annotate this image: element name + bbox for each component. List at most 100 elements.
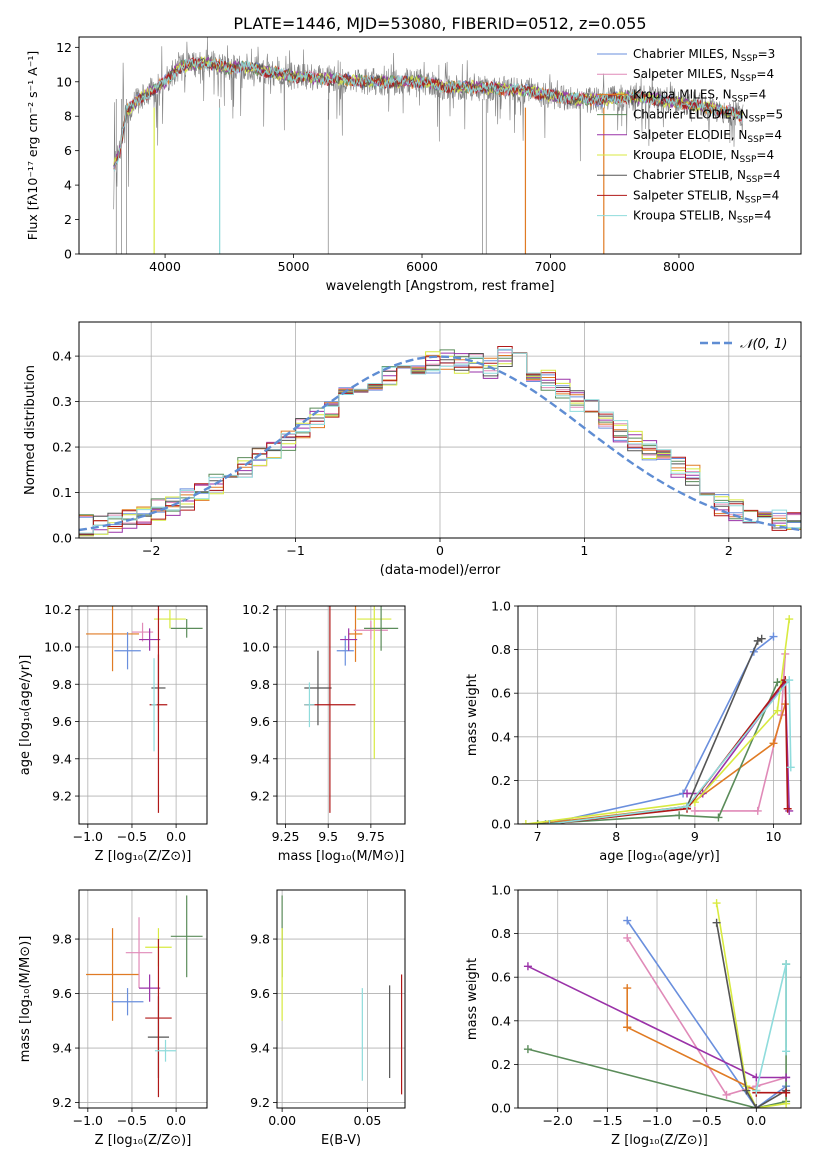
errorbar-point-km xyxy=(86,606,140,672)
y-tick-label: 0.4 xyxy=(491,1013,511,1028)
series-km xyxy=(533,700,790,824)
plot-area xyxy=(281,895,403,1095)
y-tick-label: 2 xyxy=(64,212,72,227)
series-line xyxy=(755,963,787,1091)
axis-ticks: −2 −1 0 1 2 0.0 0.1 0.2 0.3 0.4 xyxy=(52,349,733,558)
plot-area xyxy=(521,615,795,824)
errorbar-point-se xyxy=(340,628,358,651)
series-marker xyxy=(773,706,782,715)
y-tick-label: 0.1 xyxy=(52,485,72,500)
y-tick-label: 10 xyxy=(56,74,72,89)
plot-area xyxy=(113,37,744,254)
series-marker xyxy=(623,933,632,942)
errorbar-point-ce xyxy=(170,895,203,978)
x-tick-label: 6000 xyxy=(406,259,438,274)
errorbar-point-km xyxy=(348,606,363,662)
x-axis-label: Z [log₁₀(Z/Z⊙)] xyxy=(95,1133,192,1148)
series-marker xyxy=(623,916,632,925)
legend-entry: 𝒩(0, 1) xyxy=(740,337,787,352)
errorbar-point-cs xyxy=(304,650,332,726)
y-tick-label: 6 xyxy=(64,143,72,158)
y-tick-label: 10.0 xyxy=(44,639,72,654)
y-tick-label: 9.8 xyxy=(52,677,72,692)
series-marker xyxy=(712,899,721,908)
series-marker xyxy=(782,1088,791,1097)
grid-lines xyxy=(79,890,207,1108)
errorbar-point-ks xyxy=(151,658,157,752)
errorbar-point-ce xyxy=(364,606,399,651)
axis-ticks: 7 8 9 10 0.0 0.2 0.4 0.6 0.8 1.0 xyxy=(491,599,781,845)
y-tick-label: 0.8 xyxy=(491,642,511,657)
y-tick-label: 9.4 xyxy=(250,751,270,766)
series-marker xyxy=(757,634,766,643)
legend-entry: Kroupa STELIB, NSSP=4 xyxy=(633,209,771,226)
axis-ticks: −1.0 −0.5 0.0 9.2 9.4 9.6 9.8 10.0 10.2 xyxy=(44,602,186,844)
x-tick-label: 10 xyxy=(766,829,782,844)
x-tick-label: −1.0 xyxy=(73,1113,103,1128)
y-tick-label: 10.2 xyxy=(242,602,270,617)
x-tick-label: −1 xyxy=(286,543,304,558)
series-marker xyxy=(769,739,778,748)
histogram-ke xyxy=(79,351,801,537)
series-marker xyxy=(786,763,795,772)
x-tick-label: −1.5 xyxy=(592,1113,622,1128)
x-tick-label: −1.0 xyxy=(642,1113,672,1128)
y-tick-label: 9.6 xyxy=(52,986,72,1001)
series-marker xyxy=(523,962,532,971)
x-tick-label: −2 xyxy=(142,543,160,558)
axis-ticks: 0.00 0.05 9.2 9.4 9.6 9.8 xyxy=(250,932,381,1128)
x-tick-label: −1.0 xyxy=(73,829,103,844)
series-marker xyxy=(690,806,699,815)
y-tick-label: 9.2 xyxy=(52,789,72,804)
y-axis-label: mass weight xyxy=(465,958,480,1040)
axis-ticks: −1.0 −0.5 0.0 9.2 9.4 9.6 9.8 xyxy=(52,932,186,1128)
gaussian-curve xyxy=(79,355,801,532)
x-tick-label: −0.5 xyxy=(691,1113,721,1128)
series-marker xyxy=(521,820,530,824)
panel-mass-weight-vs-Z: −2.0 −1.5 −1.0 −0.5 0.0 0.0 0.2 0.4 0.6 0.8 1.0 Z [… xyxy=(465,883,802,1148)
x-tick-label: 7000 xyxy=(535,259,567,274)
x-axis-label: E(B-V) xyxy=(321,1133,361,1148)
plot-area xyxy=(523,899,791,1108)
y-tick-label: 4 xyxy=(64,178,72,193)
y-axis-label: Flux [fλ10⁻¹⁷ erg cm⁻² s⁻¹ A⁻¹] xyxy=(25,51,40,240)
panels: 4000 5000 6000 7000 8000024681012wavelength … xyxy=(18,36,802,1148)
series-marker xyxy=(752,1086,761,1095)
axis-ticks: −2.0 −1.5 −1.0 −0.5 0.0 0.0 0.2 0.4 0.6 0.8 1.0 xyxy=(491,883,766,1129)
axes-frame xyxy=(517,889,802,1109)
y-tick-label: 9.8 xyxy=(250,677,270,692)
series-marker xyxy=(675,811,684,820)
errorbar-point-ce xyxy=(170,619,203,638)
series-ks xyxy=(545,676,795,824)
series-se xyxy=(683,678,794,815)
histogram-ks xyxy=(79,348,801,534)
x-tick-label: 9.75 xyxy=(357,829,385,844)
panel-residual-histogram: −2 −1 0 1 2 0.0 0.1 0.2 0.3 0.4 (data-model)/error… xyxy=(23,321,802,578)
series-marker xyxy=(545,820,554,824)
spectrum-legend: Chabrier MILES, NSSP=3 Salpeter MILES, NS… xyxy=(597,47,783,226)
legend-entry: Salpeter ELODIE, NSSP=4 xyxy=(633,128,782,145)
panel-mass-vs-Z: −1.0 −0.5 0.0 9.2 9.4 9.6 9.8 Z [log₁₀(Z/Z⊙)] ma… xyxy=(18,889,208,1148)
series-line xyxy=(545,635,774,824)
y-tick-label: 9.4 xyxy=(250,1041,270,1056)
x-tick-label: 5000 xyxy=(278,259,310,274)
series-marker xyxy=(785,615,794,624)
y-tick-label: 0.3 xyxy=(52,394,72,409)
panel-mass-weight-vs-age: 7 8 9 10 0.0 0.2 0.4 0.6 0.8 1.0 age [log₁₀(age/yr… xyxy=(465,599,802,864)
series-cm xyxy=(541,632,778,824)
y-tick-label: 12 xyxy=(56,40,72,55)
grid-lines xyxy=(518,889,801,1109)
x-tick-label: 2 xyxy=(725,543,733,558)
series-line xyxy=(715,922,787,1108)
errorbar-point-ke xyxy=(154,609,186,629)
x-tick-label: 8 xyxy=(612,829,620,844)
y-tick-label: 9.8 xyxy=(250,932,270,947)
plot-area xyxy=(86,606,203,813)
y-tick-label: 0.2 xyxy=(491,1057,511,1072)
y-tick-label: 9.2 xyxy=(250,789,270,804)
y-tick-label: 0.4 xyxy=(491,729,511,744)
axes-frame xyxy=(517,605,802,825)
series-marker xyxy=(769,632,778,641)
errorbar-point-se xyxy=(139,974,161,1002)
